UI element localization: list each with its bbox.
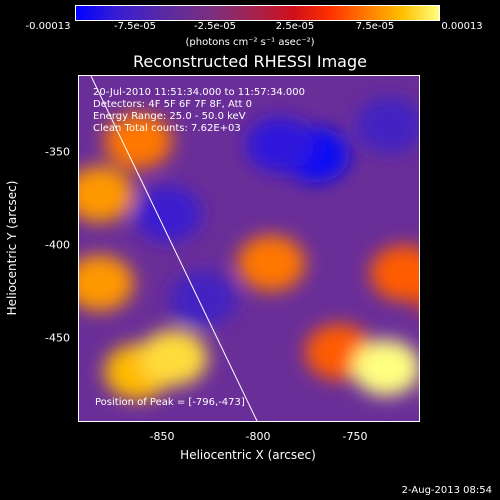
y-axis-label-wrap: Heliocentric Y (arcsec) — [2, 75, 22, 420]
heatmap-blob — [79, 166, 134, 223]
y-tick-label: -450 — [45, 331, 70, 345]
colorbar-label: (photons cm⁻² s⁻¹ asec⁻²) — [185, 37, 315, 48]
annotation-time: 20-Jul-2010 11:51:34.000 to 11:57:34.000 — [93, 87, 305, 98]
annotation-detectors: Detectors: 4F 5F 6F 7F 8F, Att 0 — [93, 99, 253, 110]
colorbar-tick: 0.00013 — [441, 21, 483, 32]
heatmap-blob — [370, 245, 419, 302]
colorbar-tick: 2.5e-05 — [275, 21, 315, 32]
chart-title: Reconstructed RHESSI Image — [133, 52, 367, 71]
x-axis-label: Heliocentric X (arcsec) — [180, 448, 316, 462]
y-axis-label: Heliocentric Y (arcsec) — [5, 180, 19, 315]
annotation-peak: Position of Peak = [-796,-473] — [95, 397, 245, 408]
x-tick-label: -800 — [245, 430, 271, 443]
y-tick-label: -400 — [45, 238, 70, 252]
annotation-energy: Energy Range: 25.0 - 50.0 keV — [93, 111, 246, 122]
heatmap-svg — [79, 76, 419, 421]
plot-area: 20-Jul-2010 11:51:34.000 to 11:57:34.000… — [78, 75, 420, 422]
print-date: 2-Aug-2013 08:54 — [401, 485, 492, 496]
colorbar-ticks: -0.00013 -7.5e-05 -2.5e-05 2.5e-05 7.5e-… — [0, 0, 500, 40]
heatmap-blob — [352, 339, 419, 396]
heatmap-blob — [139, 329, 208, 386]
colorbar-tick: -7.5e-05 — [114, 21, 156, 32]
heatmap-blob — [79, 255, 134, 311]
x-tick-label: -750 — [342, 430, 368, 443]
y-tick-label: -350 — [45, 145, 70, 159]
colorbar-tick: 7.5e-05 — [355, 21, 395, 32]
colorbar-tick: -2.5e-05 — [194, 21, 236, 32]
annotation-clean: Clean Total counts: 7.62E+03 — [93, 123, 241, 134]
solar-limb-line — [90, 76, 258, 421]
x-tick-label: -850 — [149, 430, 175, 443]
heatmap-blob — [169, 270, 238, 327]
colorbar — [75, 5, 440, 21]
heatmap-blob — [355, 97, 419, 154]
colorbar-tick: -0.00013 — [25, 21, 71, 32]
heatmap-blob — [104, 113, 173, 170]
heatmap-blob — [133, 186, 202, 242]
heatmap-blob — [237, 235, 306, 292]
heatmap-blob — [246, 117, 315, 173]
